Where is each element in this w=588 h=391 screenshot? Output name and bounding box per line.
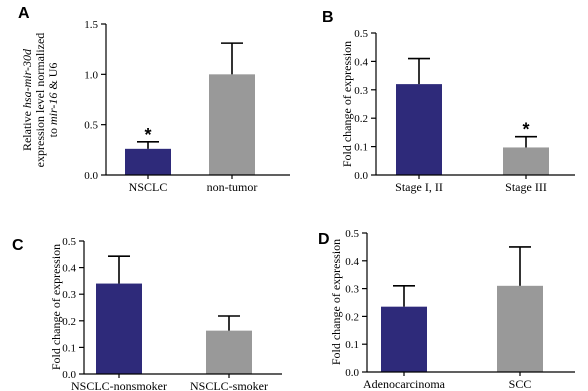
y-tick-label-b-2: 0.2 bbox=[354, 113, 368, 125]
significance-star-a: * bbox=[144, 125, 151, 145]
bar-b-2 bbox=[503, 147, 549, 175]
y-tick-label-b-1: 0.1 bbox=[354, 142, 368, 154]
y-tick-label-a-0: 0.0 bbox=[84, 170, 98, 182]
y-tick-label-d-3: 0.3 bbox=[345, 284, 359, 296]
category-label-b-1: Stage I, II bbox=[395, 180, 443, 194]
y-tick-label-d-5: 0.5 bbox=[345, 228, 359, 240]
y-axis-label-run: Fold change of expression bbox=[329, 239, 343, 365]
panel-letter-d: D bbox=[318, 231, 330, 248]
y-axis-label-run: Relative bbox=[20, 108, 34, 151]
y-tick-label-d-0: 0.0 bbox=[345, 367, 359, 379]
y-axis-label-a-line-3: to mir-16 & U6 bbox=[46, 63, 60, 138]
y-axis-label-run: expression level normalized bbox=[33, 33, 47, 168]
category-label-c-1: NSCLC-nonsmoker bbox=[71, 379, 167, 391]
y-tick-label-b-4: 0.4 bbox=[354, 56, 368, 68]
y-tick-label-c-4: 0.4 bbox=[62, 263, 76, 275]
panel-a: A * NSCLC non-tumor 0.0 0.5 1.0 1.5 Relative hsa… bbox=[18, 5, 290, 194]
y-tick-label-b-0: 0.0 bbox=[354, 170, 368, 182]
y-axis-label-run: & U6 bbox=[46, 63, 60, 93]
y-tick-label-b-3: 0.3 bbox=[354, 85, 368, 97]
y-axis-label-run: to bbox=[46, 125, 60, 137]
y-axis-label-a-line-1: Relative hsa-mir-30d bbox=[20, 48, 34, 151]
y-tick-label-b-5: 0.5 bbox=[354, 28, 368, 40]
y-tick-label-a-1: 0.5 bbox=[84, 120, 98, 132]
bar-d-2 bbox=[497, 285, 543, 372]
y-tick-label-d-1: 0.1 bbox=[345, 339, 359, 351]
y-tick-label-c-2: 0.2 bbox=[62, 316, 76, 328]
y-axis-label-run: mir-16 bbox=[46, 93, 60, 125]
category-label-c-2: NSCLC-smoker bbox=[190, 379, 268, 391]
bar-c-1 bbox=[96, 283, 142, 374]
bar-a-2 bbox=[209, 74, 255, 175]
panel-letter-a: A bbox=[18, 5, 30, 22]
y-axis-label-run: Fold change of expression bbox=[49, 244, 63, 370]
y-tick-label-c-3: 0.3 bbox=[62, 289, 76, 301]
category-label-b-2: Stage III bbox=[505, 180, 547, 194]
bar-b-1 bbox=[396, 84, 442, 175]
category-label-d-2: SCC bbox=[509, 377, 532, 391]
y-tick-label-c-1: 0.1 bbox=[62, 342, 76, 354]
y-tick-label-a-3: 1.5 bbox=[84, 19, 98, 31]
y-axis-label-run: Fold change of expression bbox=[340, 41, 354, 167]
y-axis-label-a-line-2: expression level normalized bbox=[33, 33, 47, 168]
y-axis-label-c: Fold change of expression bbox=[49, 244, 63, 370]
bar-d-1 bbox=[381, 306, 427, 372]
y-tick-label-d-2: 0.2 bbox=[345, 311, 359, 323]
y-tick-label-c-0: 0.0 bbox=[62, 369, 76, 381]
y-axis-label-d: Fold change of expression bbox=[329, 239, 343, 365]
panel-letter-b: B bbox=[322, 9, 334, 26]
y-tick-label-c-5: 0.5 bbox=[62, 236, 76, 248]
panel-d: D Adenocarcinoma SCC 0.0 0.1 0.2 0.3 0.4 0.5Fold… bbox=[318, 228, 575, 391]
y-axis-label-run: hsa-mir-30d bbox=[20, 48, 34, 108]
significance-star-b: * bbox=[522, 120, 529, 140]
y-tick-label-a-2: 1.0 bbox=[84, 69, 98, 81]
y-tick-label-d-4: 0.4 bbox=[345, 256, 359, 268]
category-label-a-1: NSCLC bbox=[129, 180, 168, 194]
y-axis-label-b: Fold change of expression bbox=[340, 41, 354, 167]
panel-letter-c: C bbox=[12, 237, 24, 254]
panel-b: B Stage I, II * Stage III 0.0 0.1 0.2 0.3 0.4 0.5… bbox=[322, 9, 575, 194]
category-label-a-2: non-tumor bbox=[207, 180, 258, 194]
category-label-d-1: Adenocarcinoma bbox=[363, 377, 446, 391]
bar-a-1 bbox=[125, 148, 171, 175]
panel-c: C NSCLC-nonsmoker NSCLC-smoker 0.0 0.1 0.2 0.3… bbox=[12, 236, 282, 391]
bar-c-2 bbox=[206, 330, 252, 374]
